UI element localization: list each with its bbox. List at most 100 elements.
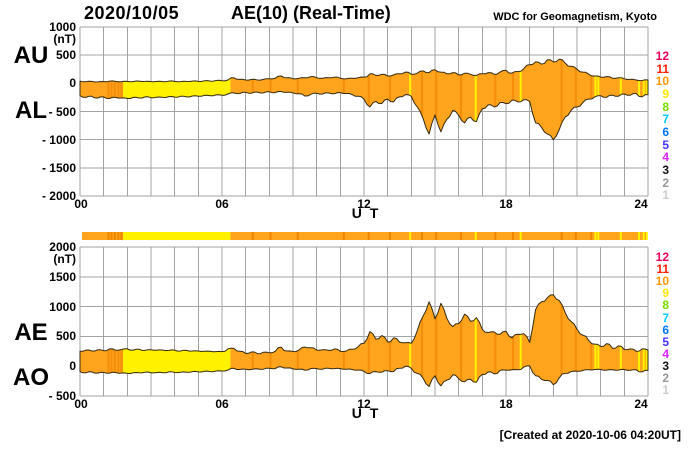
y-tick-label: 1000 [49, 300, 76, 314]
station-count-label: 1 [662, 383, 669, 397]
station-count-label: 5 [662, 138, 669, 152]
unit-label-top: (nT) [53, 32, 76, 46]
dark-orange-stripe [574, 294, 577, 387]
dark-orange-stripe [460, 59, 463, 140]
colorbar-yellow-tick [642, 232, 645, 240]
panel-au-al [79, 26, 649, 197]
colorbar-yellow-tick [619, 232, 622, 240]
colorbar-dark-tick [117, 232, 120, 240]
label-au: AU [13, 42, 49, 69]
station-count-label: 12 [655, 250, 669, 264]
colorbar-dark-tick [107, 232, 110, 240]
dark-orange-stripe [435, 59, 438, 140]
station-count-label: 2 [662, 371, 669, 385]
yellow-stripe [474, 59, 477, 140]
colorbar-dark-tick [342, 232, 345, 240]
colorbar-dark-tick [389, 232, 392, 240]
dark-orange-stripe [420, 59, 423, 140]
station-count-label: 8 [662, 100, 669, 114]
yellow-stripe [619, 294, 622, 387]
colorbar-dark-tick [110, 232, 113, 240]
nine-station-yellow-region [123, 294, 231, 387]
y-tick-label: 1500 [49, 270, 76, 284]
x-tick-label: 06 [215, 397, 229, 411]
created-timestamp: [Created at 2020-10-06 04:20UT] [499, 428, 681, 442]
station-count-label: 3 [662, 359, 669, 373]
colorbar-dark-tick [590, 232, 593, 240]
x-tick-label: 18 [499, 197, 513, 211]
dark-orange-stripe [512, 294, 515, 387]
dark-orange-stripe [120, 294, 123, 387]
y-tick-label: - 500 [48, 105, 76, 119]
y-tick-label: - 2000 [41, 189, 76, 203]
x-axis-title-top: U T [351, 205, 381, 221]
dark-orange-stripe [435, 294, 438, 387]
colorbar-dark-tick [460, 232, 463, 240]
y-tick-label: 0 [69, 359, 76, 373]
credit-text: WDC for Geomagnetism, Kyoto [493, 11, 657, 23]
dark-orange-stripe [389, 59, 392, 140]
colorbar-yellow-tick [597, 232, 600, 240]
station-count-label: 10 [655, 74, 669, 88]
yellow-stripe [519, 59, 522, 140]
colorbar-yellow-tick [645, 232, 648, 240]
station-count-label: 7 [662, 112, 669, 126]
dark-orange-stripe [367, 59, 370, 140]
station-count-label: 12 [655, 49, 669, 63]
station-count-label: 4 [662, 347, 669, 361]
colorbar-dark-tick [574, 232, 577, 240]
y-tick-label: 2000 [49, 240, 76, 254]
dark-orange-stripe [560, 59, 563, 140]
yellow-stripe [597, 294, 600, 387]
dark-orange-stripe [113, 294, 116, 387]
band-outline [79, 294, 649, 387]
y-tick-label: - 1000 [41, 133, 76, 147]
x-tick-label: 12 [357, 197, 371, 211]
station-count-label: 11 [656, 262, 669, 276]
station-count-label: 5 [662, 335, 669, 349]
yellow-stripe [594, 294, 597, 387]
x-tick-label: 00 [74, 197, 88, 211]
colorbar-dark-tick [560, 232, 563, 240]
x-axis-title-bottom: U T [351, 405, 381, 421]
colorbar-yellow-tick [638, 232, 641, 240]
x-tick-label: 24 [634, 397, 648, 411]
colorbar-yellow-tick [409, 232, 412, 240]
colorbar-yellow-tick [519, 232, 522, 240]
station-count-label: 11 [656, 62, 669, 76]
y-tick-label: - 1500 [41, 161, 76, 175]
yellow-stripe [638, 294, 641, 387]
dark-orange-stripe [590, 294, 593, 387]
station-count-colorbar [82, 232, 648, 240]
y-tick-label: 0 [69, 76, 76, 90]
station-count-label: 8 [662, 298, 669, 312]
yellow-stripe [474, 294, 477, 387]
band-outline [79, 58, 649, 141]
colorbar-dark-tick [367, 232, 370, 240]
x-tick-label: 06 [215, 197, 229, 211]
dark-orange-stripe [110, 294, 113, 387]
station-count-label: 6 [662, 125, 669, 139]
y-tick-label: 500 [55, 48, 76, 62]
yellow-stripe [519, 294, 522, 387]
colorbar-dark-tick [251, 232, 254, 240]
dark-orange-stripe [342, 294, 345, 387]
panel-ae-ao [79, 246, 649, 397]
station-count-label: 4 [662, 150, 669, 164]
station-count-label: 6 [662, 323, 669, 337]
colorbar-dark-tick [296, 232, 299, 240]
colorbar-yellow-tick [474, 232, 477, 240]
colorbar-dark-tick [512, 232, 515, 240]
colorbar-dark-tick [494, 232, 497, 240]
station-count-label: 9 [662, 87, 669, 101]
dark-orange-stripe [420, 294, 423, 387]
plot-title: AE(10) (Real-Time) [231, 3, 391, 23]
y-tick-label: - 500 [48, 389, 76, 403]
dark-orange-stripe [494, 294, 497, 387]
station-count-label: 3 [662, 163, 669, 177]
colorbar-base [82, 232, 647, 240]
x-tick-label: 12 [357, 397, 371, 411]
colorbar-yellow-tick [594, 232, 597, 240]
